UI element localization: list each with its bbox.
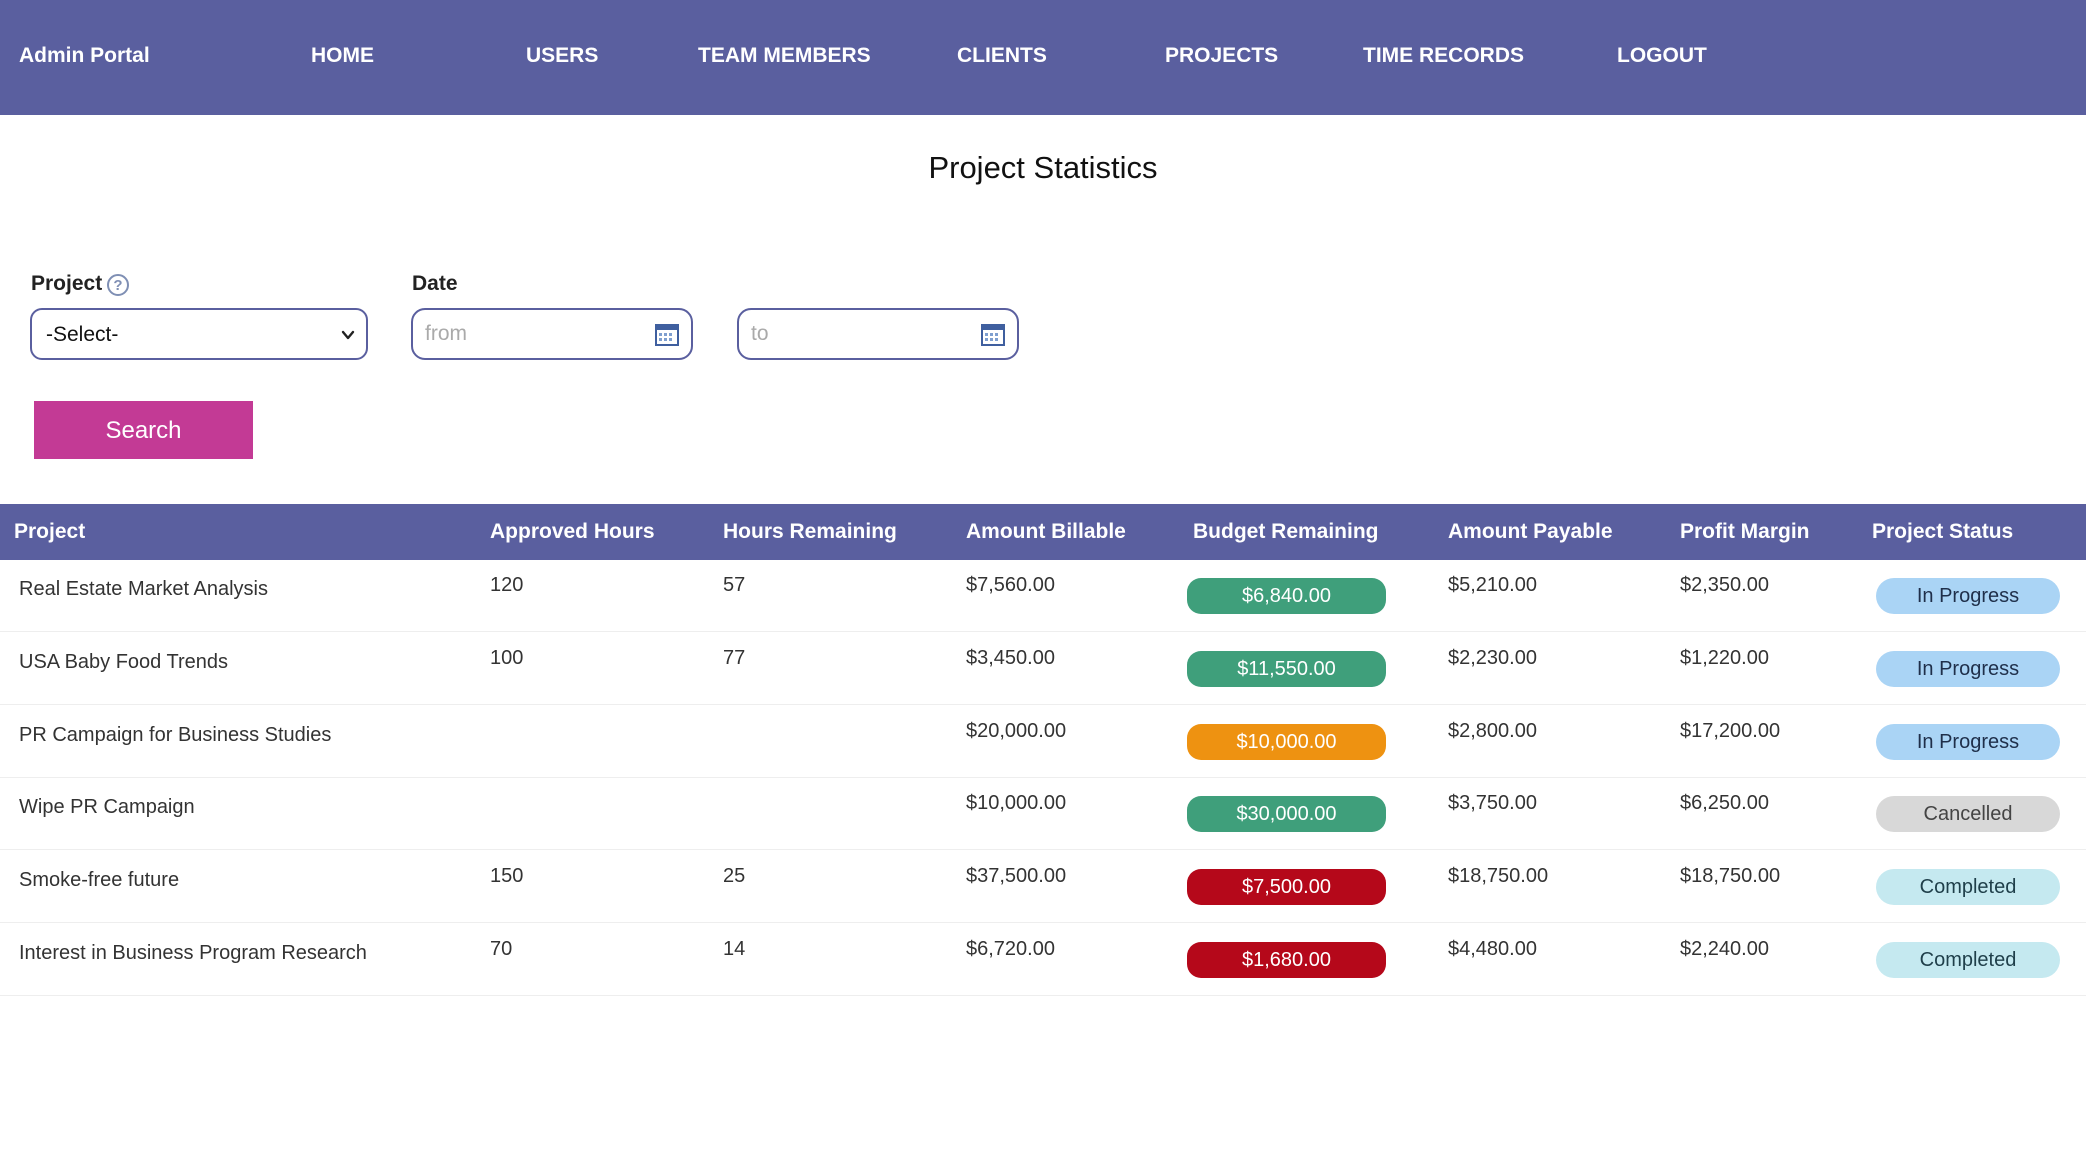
status-badge: Completed: [1876, 942, 2060, 978]
amount-billable-cell: $10,000.00: [966, 792, 1067, 815]
amount-payable-cell: $4,480.00: [1448, 938, 1537, 960]
table-row[interactable]: PR Campaign for Business Studies $20,000.…: [0, 706, 2086, 778]
column-header-profit-margin: Profit Margin: [1680, 520, 1810, 543]
amount-billable-cell: $20,000.00: [966, 719, 1067, 742]
search-button[interactable]: Search: [34, 401, 253, 459]
hours-remaining-cell: 25: [723, 865, 746, 888]
nav-users[interactable]: USERS: [526, 44, 599, 67]
calendar-icon[interactable]: [655, 323, 679, 346]
approved-hours-cell: 150: [490, 865, 524, 888]
table-header: Project Approved Hours Hours Remaining A…: [0, 504, 2086, 560]
budget-remaining-badge: $1,680.00: [1187, 942, 1386, 978]
amount-billable-cell: $6,720.00: [966, 938, 1055, 960]
page-title: Project Statistics: [928, 150, 1158, 185]
project-select-value: -Select-: [46, 323, 119, 346]
budget-remaining-badge: $30,000.00: [1187, 796, 1386, 833]
hours-remaining-cell: 77: [723, 646, 746, 669]
column-header-approved-hours: Approved Hours: [490, 520, 655, 543]
budget-remaining-badge: $11,550.00: [1187, 650, 1386, 687]
approved-hours-cell: 100: [490, 646, 524, 669]
date-to-field[interactable]: [737, 308, 1019, 360]
table-row[interactable]: Real Estate Market Analysis 120 57 $7,560.0…: [0, 560, 2086, 632]
calendar-icon[interactable]: [981, 323, 1005, 346]
profit-margin-cell: $1,220.00: [1680, 646, 1769, 669]
amount-billable-cell: $7,560.00: [966, 574, 1055, 596]
project-name-cell: Smoke-free future: [19, 869, 180, 892]
date-filter-label: Date: [412, 272, 458, 295]
chevron-down-icon: [341, 330, 355, 340]
project-name-cell: PR Campaign for Business Studies: [19, 723, 332, 746]
project-name-cell: Real Estate Market Analysis: [19, 578, 268, 600]
profit-margin-cell: $2,350.00: [1680, 574, 1769, 596]
app-title[interactable]: Admin Portal: [19, 44, 150, 67]
status-badge: Completed: [1876, 869, 2060, 906]
profit-margin-cell: $17,200.00: [1680, 719, 1781, 742]
budget-remaining-badge: $10,000.00: [1187, 723, 1386, 760]
table-row[interactable]: Wipe PR Campaign $10,000.00 $3,750.00 $6,25…: [0, 778, 2086, 851]
budget-remaining-badge: $7,500.00: [1187, 869, 1386, 906]
amount-payable-cell: $3,750.00: [1448, 792, 1537, 815]
table-row[interactable]: Smoke-free future 150 25 $37,500.00 $18,750.…: [0, 851, 2086, 924]
profit-margin-cell: $2,240.00: [1680, 938, 1769, 960]
column-header-amount-payable: Amount Payable: [1448, 520, 1613, 543]
nav-projects[interactable]: PROJECTS: [1165, 44, 1279, 67]
nav-logout[interactable]: LOGOUT: [1617, 44, 1707, 67]
amount-billable-cell: $37,500.00: [966, 865, 1067, 888]
nav-home[interactable]: HOME: [311, 44, 374, 67]
status-badge: Cancelled: [1876, 796, 2060, 833]
amount-payable-cell: $2,230.00: [1448, 646, 1537, 669]
nav-clients[interactable]: CLIENTS: [957, 44, 1047, 67]
project-select[interactable]: -Select-: [30, 308, 368, 360]
profit-margin-cell: $18,750.00: [1680, 865, 1781, 888]
amount-payable-cell: $2,800.00: [1448, 719, 1537, 742]
project-name-cell: Wipe PR Campaign: [19, 796, 195, 819]
status-badge: In Progress: [1876, 723, 2060, 760]
nav-time-records[interactable]: TIME RECORDS: [1363, 44, 1525, 67]
project-name-cell: USA Baby Food Trends: [19, 650, 229, 673]
status-badge: In Progress: [1876, 650, 2060, 687]
approved-hours-cell: 70: [490, 938, 513, 960]
table-row[interactable]: Interest in Business Program Research 70 1…: [0, 924, 2086, 996]
date-from-input[interactable]: [425, 320, 625, 348]
status-badge: In Progress: [1876, 578, 2060, 614]
help-icon[interactable]: ?: [107, 274, 129, 296]
table-row[interactable]: USA Baby Food Trends 100 77 $3,450.00 $2,230…: [0, 633, 2086, 705]
hours-remaining-cell: 57: [723, 574, 746, 596]
date-from-field[interactable]: [411, 308, 693, 360]
column-header-project-status: Project Status: [1872, 520, 2014, 543]
project-name-cell: Interest in Business Program Research: [19, 942, 367, 964]
amount-payable-cell: $5,210.00: [1448, 574, 1537, 596]
top-navbar: Admin Portal HOME USERS TEAM MEMBERS CLI…: [0, 0, 2086, 115]
budget-remaining-badge: $6,840.00: [1187, 578, 1386, 614]
amount-payable-cell: $18,750.00: [1448, 865, 1549, 888]
column-header-amount-billable: Amount Billable: [966, 520, 1126, 543]
hours-remaining-cell: 14: [723, 938, 746, 960]
project-filter-label: Project: [31, 272, 103, 295]
column-header-project: Project: [14, 520, 86, 543]
date-to-input[interactable]: [751, 320, 951, 348]
approved-hours-cell: 120: [490, 574, 524, 596]
column-header-budget-remaining: Budget Remaining: [1193, 520, 1379, 543]
amount-billable-cell: $3,450.00: [966, 646, 1055, 669]
profit-margin-cell: $6,250.00: [1680, 792, 1769, 815]
nav-team-members[interactable]: TEAM MEMBERS: [698, 44, 871, 67]
column-header-hours-remaining: Hours Remaining: [723, 520, 897, 543]
